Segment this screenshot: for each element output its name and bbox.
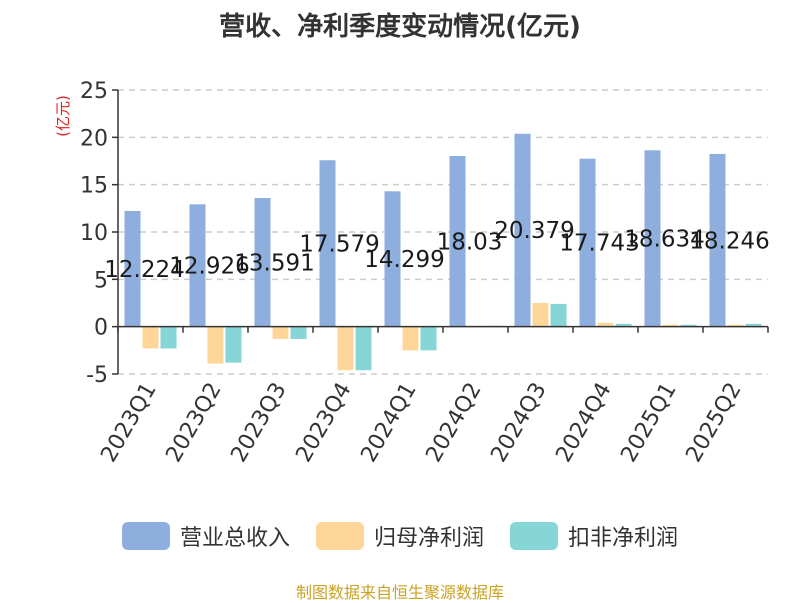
bar: [532, 303, 549, 327]
bar: [449, 155, 466, 327]
bar: [644, 150, 661, 327]
legend: 营业总收入 归母净利润 扣非净利润: [0, 518, 800, 554]
legend-item[interactable]: 归母净利润: [315, 520, 484, 552]
x-tick-label: 2023Q1: [96, 379, 161, 467]
data-label: 18.03: [437, 229, 503, 255]
bar-chart: (亿元) -5 0 5 10 15 20 25 2023Q1 2023Q2 2023Q3 2023Q4…: [54, 79, 770, 467]
bar: [207, 326, 224, 364]
bar: [727, 324, 744, 327]
x-tick-label: 2024Q2: [421, 379, 486, 467]
bar: [402, 326, 419, 351]
bar: [745, 323, 762, 327]
legend-item[interactable]: 扣非净利润: [510, 520, 678, 552]
data-label: 18.634: [624, 226, 704, 252]
x-tick-label: 2023Q3: [226, 379, 291, 467]
bar: [384, 191, 401, 327]
y-tick-label: 10: [80, 221, 108, 246]
legend-item[interactable]: 营业总收入: [121, 520, 290, 552]
y-tick-label: 25: [80, 79, 108, 104]
bar: [514, 133, 531, 327]
x-tick-label: 2023Q4: [291, 379, 356, 467]
bar: [579, 158, 596, 327]
bar: [355, 326, 372, 371]
data-label: 17.743: [559, 231, 639, 257]
y-tick-label: -5: [86, 363, 108, 388]
bar: [597, 322, 614, 327]
bar: [189, 204, 206, 327]
bar: [290, 326, 307, 339]
y-axis-label: (亿元): [54, 95, 72, 137]
data-label: 17.579: [299, 231, 379, 257]
bar: [420, 326, 437, 351]
bar: [662, 324, 679, 327]
bar: [319, 160, 336, 327]
x-tick-label: 2024Q4: [551, 379, 616, 467]
bar: [254, 198, 271, 327]
x-tick-label: 2025Q2: [681, 379, 746, 467]
legend-label: 营业总收入: [179, 526, 290, 551]
bar: [337, 326, 354, 371]
y-tick-label: 20: [80, 126, 108, 151]
data-label: 18.246: [689, 228, 769, 254]
data-label: 12.224: [104, 257, 184, 283]
bar: [160, 326, 177, 349]
bar: [142, 326, 159, 349]
bar: [615, 323, 632, 327]
legend-swatch: [510, 522, 558, 550]
bar: [680, 324, 697, 327]
y-tick-label: 15: [80, 174, 108, 199]
legend-swatch: [315, 522, 364, 550]
bar: [550, 303, 567, 327]
x-tick-label: 2025Q1: [616, 379, 681, 467]
bar: [272, 326, 289, 339]
bar: [124, 210, 141, 327]
y-tick-label: 5: [94, 268, 108, 293]
source-note: 制图数据来自恒生聚源数据库: [295, 583, 504, 602]
data-label: 20.379: [494, 218, 574, 244]
legend-swatch: [121, 522, 170, 550]
bar: [709, 153, 726, 327]
y-tick-label: 0: [94, 316, 108, 341]
bar: [225, 326, 242, 363]
data-label: 13.591: [234, 250, 314, 276]
data-label: 14.299: [364, 247, 444, 273]
x-tick-label: 2024Q3: [486, 379, 551, 467]
x-tick-label: 2023Q2: [161, 379, 226, 467]
x-tick-label: 2024Q1: [356, 379, 421, 467]
legend-label: 扣非净利润: [568, 526, 679, 551]
data-label: 12.926: [169, 253, 249, 279]
chart-title: 营收、净利季度变动情况(亿元): [219, 12, 581, 42]
legend-label: 归母净利润: [373, 526, 484, 551]
